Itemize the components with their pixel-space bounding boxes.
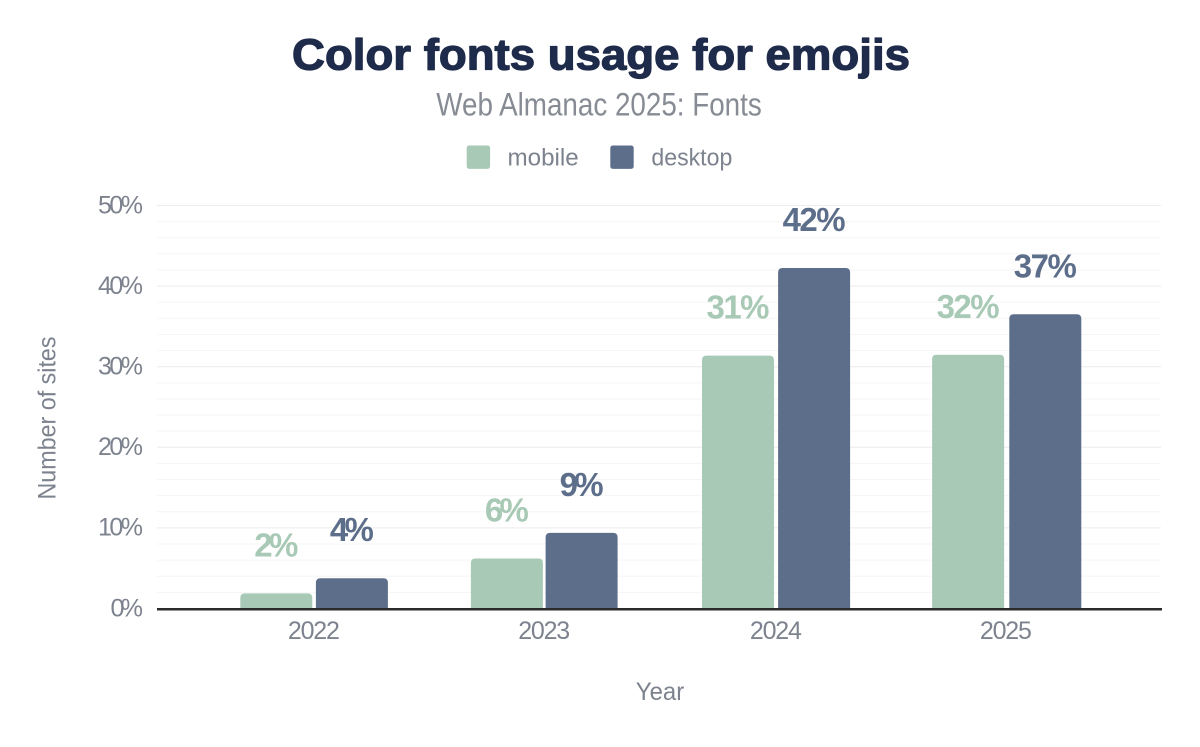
svg-text:32%: 32% [937, 288, 1000, 325]
svg-text:9%: 9% [560, 466, 604, 503]
svg-text:0%: 0% [111, 594, 144, 622]
svg-text:Number of sites: Number of sites [34, 337, 62, 500]
svg-text:Web Almanac 2025: Fonts: Web Almanac 2025: Fonts [436, 87, 762, 123]
svg-text:42%: 42% [783, 201, 846, 238]
svg-text:2024: 2024 [750, 617, 802, 645]
svg-text:6%: 6% [485, 492, 529, 529]
svg-text:2025: 2025 [980, 617, 1032, 645]
svg-text:desktop: desktop [651, 145, 732, 172]
svg-text:37%: 37% [1014, 247, 1077, 284]
svg-text:31%: 31% [707, 289, 770, 326]
svg-text:30%: 30% [98, 353, 143, 381]
svg-text:10%: 10% [98, 514, 143, 542]
svg-text:20%: 20% [98, 433, 143, 461]
svg-text:50%: 50% [98, 191, 143, 219]
svg-text:Year: Year [636, 678, 684, 706]
svg-text:2023: 2023 [518, 617, 570, 645]
svg-text:40%: 40% [98, 272, 143, 300]
svg-text:mobile: mobile [508, 145, 579, 172]
svg-text:4%: 4% [330, 511, 374, 548]
svg-text:2022: 2022 [288, 617, 340, 645]
svg-text:Color fonts usage for emojis: Color fonts usage for emojis [292, 31, 910, 79]
svg-text:2%: 2% [254, 526, 298, 563]
